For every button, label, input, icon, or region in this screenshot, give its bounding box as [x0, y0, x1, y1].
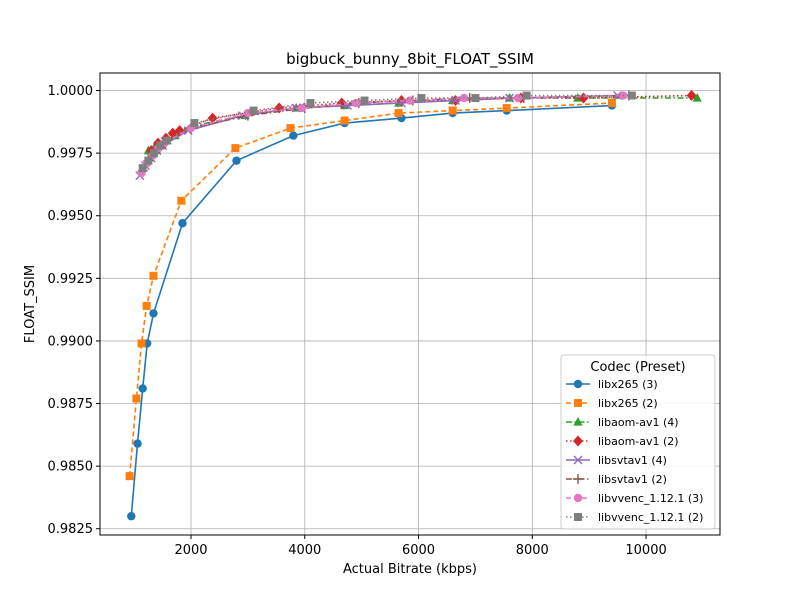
data-point [162, 136, 171, 145]
data-point [137, 339, 146, 348]
data-point [142, 301, 151, 310]
legend-item: libaom-av1 (2) [566, 435, 679, 448]
data-point [149, 309, 158, 318]
data-point [351, 98, 361, 108]
legend-item: libvvenc_1.12.1 (2) [566, 511, 703, 524]
x-axis: 2000 4000 6000 8000 10000 [174, 535, 667, 558]
x-tick-label: 8000 [516, 543, 549, 558]
data-point [505, 93, 515, 103]
data-point [692, 93, 702, 102]
legend-marker [574, 513, 582, 521]
legend: Codec (Preset) libx265 (3)libx265 (2)lib… [560, 354, 716, 530]
data-point [297, 103, 307, 113]
legend-label: libaom-av1 (2) [598, 435, 679, 448]
y-axis-label: FLOAT_SSIM [23, 265, 38, 343]
data-point [607, 99, 616, 108]
series-libx265-2 [125, 99, 616, 481]
data-point [150, 149, 159, 158]
y-tick-label: 0.9850 [48, 460, 94, 475]
data-point [417, 94, 426, 103]
data-point [502, 104, 511, 113]
legend-box [560, 354, 716, 530]
legend-item: libx265 (3) [566, 378, 658, 391]
legend-marker [573, 493, 583, 503]
data-point [232, 156, 241, 165]
legend-label: libsvtav1 (2) [598, 473, 667, 486]
legend-marker [573, 455, 583, 465]
legend-item: libx265 (2) [566, 397, 658, 410]
data-point [144, 156, 153, 165]
legend-marker [573, 435, 583, 447]
legend-marker [573, 474, 583, 484]
series-libvvenc-1-12-1-2 [138, 91, 636, 173]
data-point [289, 131, 298, 140]
x-tick-label: 6000 [402, 543, 435, 558]
grid [100, 73, 720, 535]
data-point [133, 439, 142, 448]
legend-marker [573, 417, 583, 426]
legend-marker [573, 379, 583, 389]
data-point [125, 472, 134, 481]
y-tick-label: 0.9975 [48, 147, 94, 162]
data-point [405, 96, 415, 105]
legend-label: libvvenc_1.12.1 (2) [598, 511, 703, 524]
x-tick-label: 2000 [174, 543, 207, 558]
data-point [138, 164, 147, 173]
legend-label: libx265 (3) [598, 378, 658, 391]
data-point [342, 101, 352, 111]
data-point [149, 271, 158, 280]
y-tick-label: 1.0000 [48, 84, 94, 99]
y-tick-label: 0.9825 [48, 522, 94, 537]
y-tick-label: 0.9875 [48, 397, 94, 412]
data-point [178, 219, 187, 228]
data-point [686, 90, 697, 102]
data-point [394, 109, 403, 118]
data-point [177, 196, 186, 205]
data-point [306, 99, 315, 108]
data-point [522, 91, 531, 100]
legend-title: Codec (Preset) [590, 360, 685, 375]
x-axis-label: Actual Bitrate (kbps) [343, 562, 477, 577]
data-point [340, 116, 349, 125]
data-point [471, 94, 480, 103]
legend-label: libsvtav1 (4) [598, 454, 667, 467]
legend-items: libx265 (3) libx265 (2) libaom-av1 (4) liba… [566, 378, 703, 524]
data-point [231, 144, 240, 153]
y-tick-label: 0.9900 [48, 334, 94, 349]
legend-item: libsvtav1 (2) [566, 473, 667, 486]
data-point [127, 512, 136, 521]
data-point [190, 119, 199, 128]
data-point [360, 96, 369, 105]
y-tick-label: 0.9925 [48, 272, 94, 287]
data-point [138, 384, 147, 393]
legend-item: libaom-av1 (4) [566, 416, 679, 429]
data-point [627, 91, 636, 100]
chart-title: bigbuck_bunny_8bit_FLOAT_SSIM [286, 50, 534, 69]
data-point [249, 106, 258, 115]
x-tick-label: 4000 [288, 543, 321, 558]
data-point [513, 93, 523, 103]
y-tick-label: 0.9950 [48, 209, 94, 224]
legend-item: libvvenc_1.12.1 (3) [566, 492, 703, 505]
data-point [132, 394, 141, 403]
data-point [207, 112, 218, 124]
legend-marker [574, 399, 582, 407]
plot-frame [99, 72, 721, 536]
series-layer [125, 90, 702, 521]
data-point [286, 124, 295, 133]
x-tick-label: 10000 [625, 543, 666, 558]
data-point [156, 141, 165, 150]
data-point [448, 106, 457, 115]
legend-label: libaom-av1 (4) [598, 416, 679, 429]
legend-item: libsvtav1 (4) [566, 454, 667, 467]
legend-label: libvvenc_1.12.1 (3) [598, 492, 703, 505]
legend-label: libx265 (2) [598, 397, 658, 410]
y-axis: 0.9825 0.9850 0.9875 0.9900 0.9925 0.9950 0.99… [48, 84, 100, 537]
data-point [578, 92, 589, 104]
